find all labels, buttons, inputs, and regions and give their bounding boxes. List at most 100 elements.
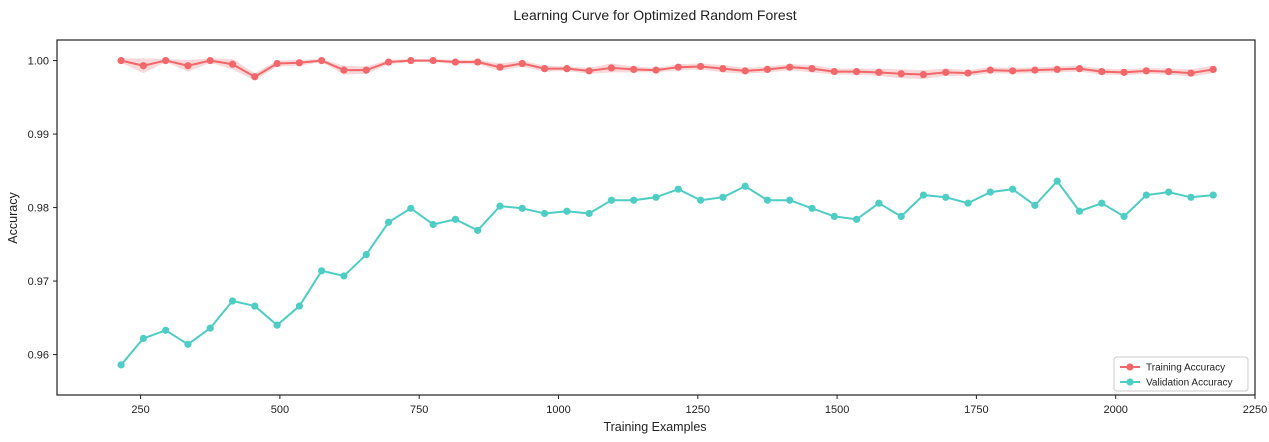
x-tick-label: 750 <box>410 404 428 416</box>
training-accuracy-point <box>139 62 147 70</box>
validation-accuracy-point <box>964 199 972 207</box>
validation-accuracy-point <box>1187 193 1195 201</box>
legend: Training Accuracy Validation Accuracy <box>1113 356 1249 392</box>
x-tick-label: 1000 <box>546 404 570 416</box>
validation-accuracy-point <box>251 302 259 310</box>
series-points <box>117 56 1217 369</box>
validation-accuracy-point <box>384 218 393 226</box>
training-accuracy-point <box>451 58 459 66</box>
validation-accuracy-point <box>1120 212 1128 220</box>
chart-title: Learning Curve for Optimized Random Fore… <box>513 7 796 23</box>
validation-accuracy-point <box>630 196 638 204</box>
x-tick-label: 1500 <box>825 404 849 416</box>
validation-accuracy-point <box>897 212 905 220</box>
legend-marker-validation-accuracy <box>1126 378 1134 386</box>
training-accuracy-point <box>674 63 682 71</box>
x-tick-label: 2250 <box>1243 404 1267 416</box>
training-accuracy-point <box>1053 65 1061 73</box>
validation-accuracy-point <box>273 321 281 329</box>
validation-accuracy-point <box>696 196 705 204</box>
training-accuracy-point <box>318 56 326 65</box>
training-accuracy-point <box>540 65 549 73</box>
y-tick-label: 0.98 <box>28 203 49 215</box>
training-accuracy-point <box>184 62 192 70</box>
validation-accuracy-point <box>206 324 214 332</box>
training-accuracy-point <box>964 69 972 77</box>
validation-accuracy-point <box>741 182 749 190</box>
validation-accuracy-point <box>986 188 994 196</box>
validation-accuracy-point <box>518 204 526 212</box>
validation-accuracy-point <box>295 302 303 310</box>
plot-frame <box>56 39 1256 396</box>
x-tick-label: 250 <box>131 404 149 416</box>
x-tick-label: 500 <box>271 404 289 416</box>
validation-accuracy-point <box>451 215 459 223</box>
validation-accuracy-point <box>1098 199 1106 207</box>
training-accuracy-point <box>1187 69 1195 77</box>
validation-accuracy-point <box>1053 177 1061 185</box>
validation-accuracy-point <box>875 199 883 207</box>
training-accuracy-point <box>719 65 727 73</box>
validation-accuracy-point <box>1209 191 1217 199</box>
x-axis-ticks: 250 500 750 1000 1250 1500 1750 2000 2250 <box>131 395 1267 416</box>
validation-accuracy-point <box>184 340 192 348</box>
y-tick-label: 0.97 <box>28 276 49 288</box>
training-accuracy-point <box>496 63 504 71</box>
validation-accuracy-point <box>763 196 772 204</box>
validation-accuracy-point <box>585 209 593 218</box>
validation-accuracy-line <box>120 179 1214 366</box>
training-accuracy-point <box>786 63 794 71</box>
training-accuracy-line <box>120 59 1214 78</box>
training-accuracy-point <box>919 70 928 79</box>
validation-accuracy-point <box>808 204 816 212</box>
training-accuracy-point <box>518 59 526 68</box>
validation-accuracy-point <box>830 212 838 220</box>
legend-box <box>1113 356 1249 392</box>
training-accuracy-point <box>808 65 816 73</box>
legend-label-validation-accuracy: Validation Accuracy <box>1146 378 1233 389</box>
validation-accuracy-point <box>919 191 928 199</box>
training-accuracy-point <box>696 62 705 71</box>
training-accuracy-point <box>763 65 772 73</box>
training-accuracy-point <box>830 68 838 76</box>
validation-accuracy-point <box>429 220 437 229</box>
training-accuracy-point <box>407 56 415 65</box>
validation-accuracy-point <box>474 226 482 234</box>
validation-accuracy-point <box>117 361 125 369</box>
y-axis-title: Accuracy <box>6 192 20 244</box>
training-accuracy-point <box>162 56 170 65</box>
training-accuracy-point <box>1165 68 1173 76</box>
legend-label-training-accuracy: Training Accuracy <box>1146 363 1225 374</box>
validation-accuracy-point <box>674 185 682 193</box>
training-accuracy-point <box>897 70 905 78</box>
training-accuracy-point <box>206 56 214 65</box>
training-accuracy-point <box>942 68 950 76</box>
validation-accuracy-point <box>607 196 616 204</box>
validation-accuracy-point <box>228 297 237 305</box>
training-accuracy-point <box>652 66 660 74</box>
training-accuracy-point <box>340 66 348 74</box>
training-accuracy-point <box>295 59 303 67</box>
validation-accuracy-point <box>139 334 147 343</box>
training-accuracy-point <box>630 65 638 73</box>
validation-accuracy-point <box>652 193 660 201</box>
training-accuracy-point <box>117 56 125 65</box>
training-accuracy-point <box>1209 65 1217 73</box>
training-accuracy-point <box>853 68 861 76</box>
training-accuracy-point <box>474 58 482 66</box>
training-accuracy-point <box>384 58 393 66</box>
validation-accuracy-point <box>563 207 571 215</box>
validation-accuracy-point <box>719 193 727 201</box>
training-accuracy-point <box>429 56 437 65</box>
y-tick-label: 0.99 <box>28 129 49 141</box>
training-accuracy-point <box>1009 67 1017 75</box>
y-axis-ticks: 0.96 0.97 0.98 0.99 1.00 <box>28 56 57 362</box>
training-accuracy-point <box>1142 67 1150 75</box>
validation-accuracy-point <box>1075 207 1084 215</box>
series-lines <box>120 59 1214 366</box>
validation-accuracy-point <box>1009 185 1017 193</box>
x-tick-label: 2000 <box>1103 404 1127 416</box>
validation-accuracy-point <box>162 326 170 334</box>
